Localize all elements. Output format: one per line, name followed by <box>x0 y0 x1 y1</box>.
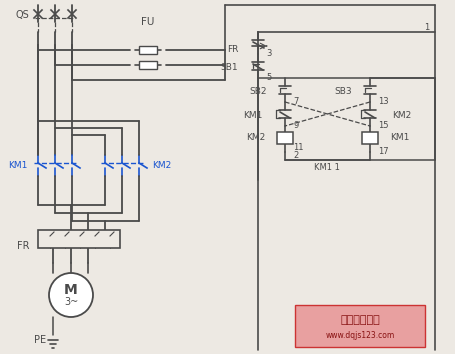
Text: KM1: KM1 <box>8 160 28 170</box>
Text: PE: PE <box>34 335 46 345</box>
Text: KM2: KM2 <box>152 160 172 170</box>
Bar <box>295 305 425 347</box>
Text: KM1 1: KM1 1 <box>314 164 340 172</box>
Text: 7: 7 <box>293 97 298 107</box>
Text: www.dqjs123.com: www.dqjs123.com <box>325 331 394 341</box>
Bar <box>277 132 293 144</box>
Text: KM2: KM2 <box>246 133 265 143</box>
Text: FR: FR <box>227 46 238 55</box>
Text: 1: 1 <box>424 23 429 33</box>
Bar <box>139 46 157 54</box>
Text: QS: QS <box>15 10 29 20</box>
Text: FU: FU <box>142 17 155 27</box>
Text: FR: FR <box>17 241 29 251</box>
Text: KM2: KM2 <box>392 112 411 120</box>
Text: 5: 5 <box>266 74 271 82</box>
Text: KM1: KM1 <box>243 112 263 120</box>
Text: SB2: SB2 <box>249 87 267 97</box>
Text: 13: 13 <box>378 97 389 107</box>
Text: 9: 9 <box>293 121 298 131</box>
Text: M: M <box>64 283 78 297</box>
Bar <box>362 132 378 144</box>
Circle shape <box>49 273 93 317</box>
Text: 3: 3 <box>266 50 271 58</box>
Text: 15: 15 <box>378 121 389 131</box>
Text: 3~: 3~ <box>64 297 78 307</box>
Bar <box>38 230 120 248</box>
Text: 17: 17 <box>378 148 389 156</box>
Text: SB3: SB3 <box>334 87 352 97</box>
Text: 2: 2 <box>293 152 298 160</box>
Text: 11: 11 <box>293 143 303 153</box>
Text: KM1: KM1 <box>390 133 410 143</box>
Bar <box>139 61 157 69</box>
Text: SB1: SB1 <box>220 63 238 73</box>
Text: 电工技术之家: 电工技术之家 <box>340 315 380 325</box>
